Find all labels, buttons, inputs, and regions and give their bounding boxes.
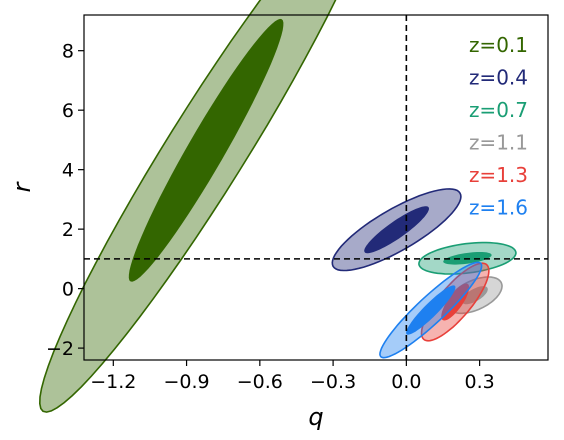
x-tick-label: 0.3 [465,371,495,393]
x-tick-label: −0.9 [163,371,209,393]
legend-entry: z=0.7 [469,98,528,122]
legend-entry: z=0.4 [469,66,528,90]
legend: z=0.1 z=0.4 z=0.7 z=1.1 z=1.3 z=1.6 [469,33,528,220]
legend-entry: z=1.3 [469,163,528,187]
y-tick-label: 8 [62,41,74,63]
contour-inner-z-1-6 [406,285,456,335]
legend-entry: z=1.6 [469,196,528,220]
y-tick-label: −2 [46,338,74,360]
y-tick-label: 4 [62,160,74,182]
y-tick-label: 2 [62,219,74,241]
contour-inner-z-1-1 [461,286,488,305]
contour-inner-z-0-4 [364,206,429,254]
contour-z-0-1 [38,0,337,413]
contour-z-0-4 [331,188,462,272]
y-tick-label: 0 [62,279,74,301]
legend-entry: z=0.1 [469,33,528,57]
plot-frame [83,14,549,361]
contour-inner-z-0-1 [128,18,284,282]
y-axis-label: r [8,180,36,192]
y-axis-ticks: −2 0 2 4 6 8 [46,41,84,360]
x-tick-label: 0.0 [391,371,421,393]
x-axis-ticks: −1.2 −0.9 −0.6 −0.3 0.0 0.3 [90,360,495,393]
x-tick-label: −0.6 [237,371,283,393]
x-tick-label: −1.2 [90,371,136,393]
contour-z-1-6 [379,261,483,359]
reference-lines [84,15,548,360]
y-tick-label: 6 [62,100,74,122]
x-tick-label: −0.3 [310,371,356,393]
x-axis-label: q [308,403,323,431]
contour-outer-z-0-1 [38,0,337,413]
legend-entry: z=1.1 [469,131,528,155]
contour-layer [38,0,517,413]
